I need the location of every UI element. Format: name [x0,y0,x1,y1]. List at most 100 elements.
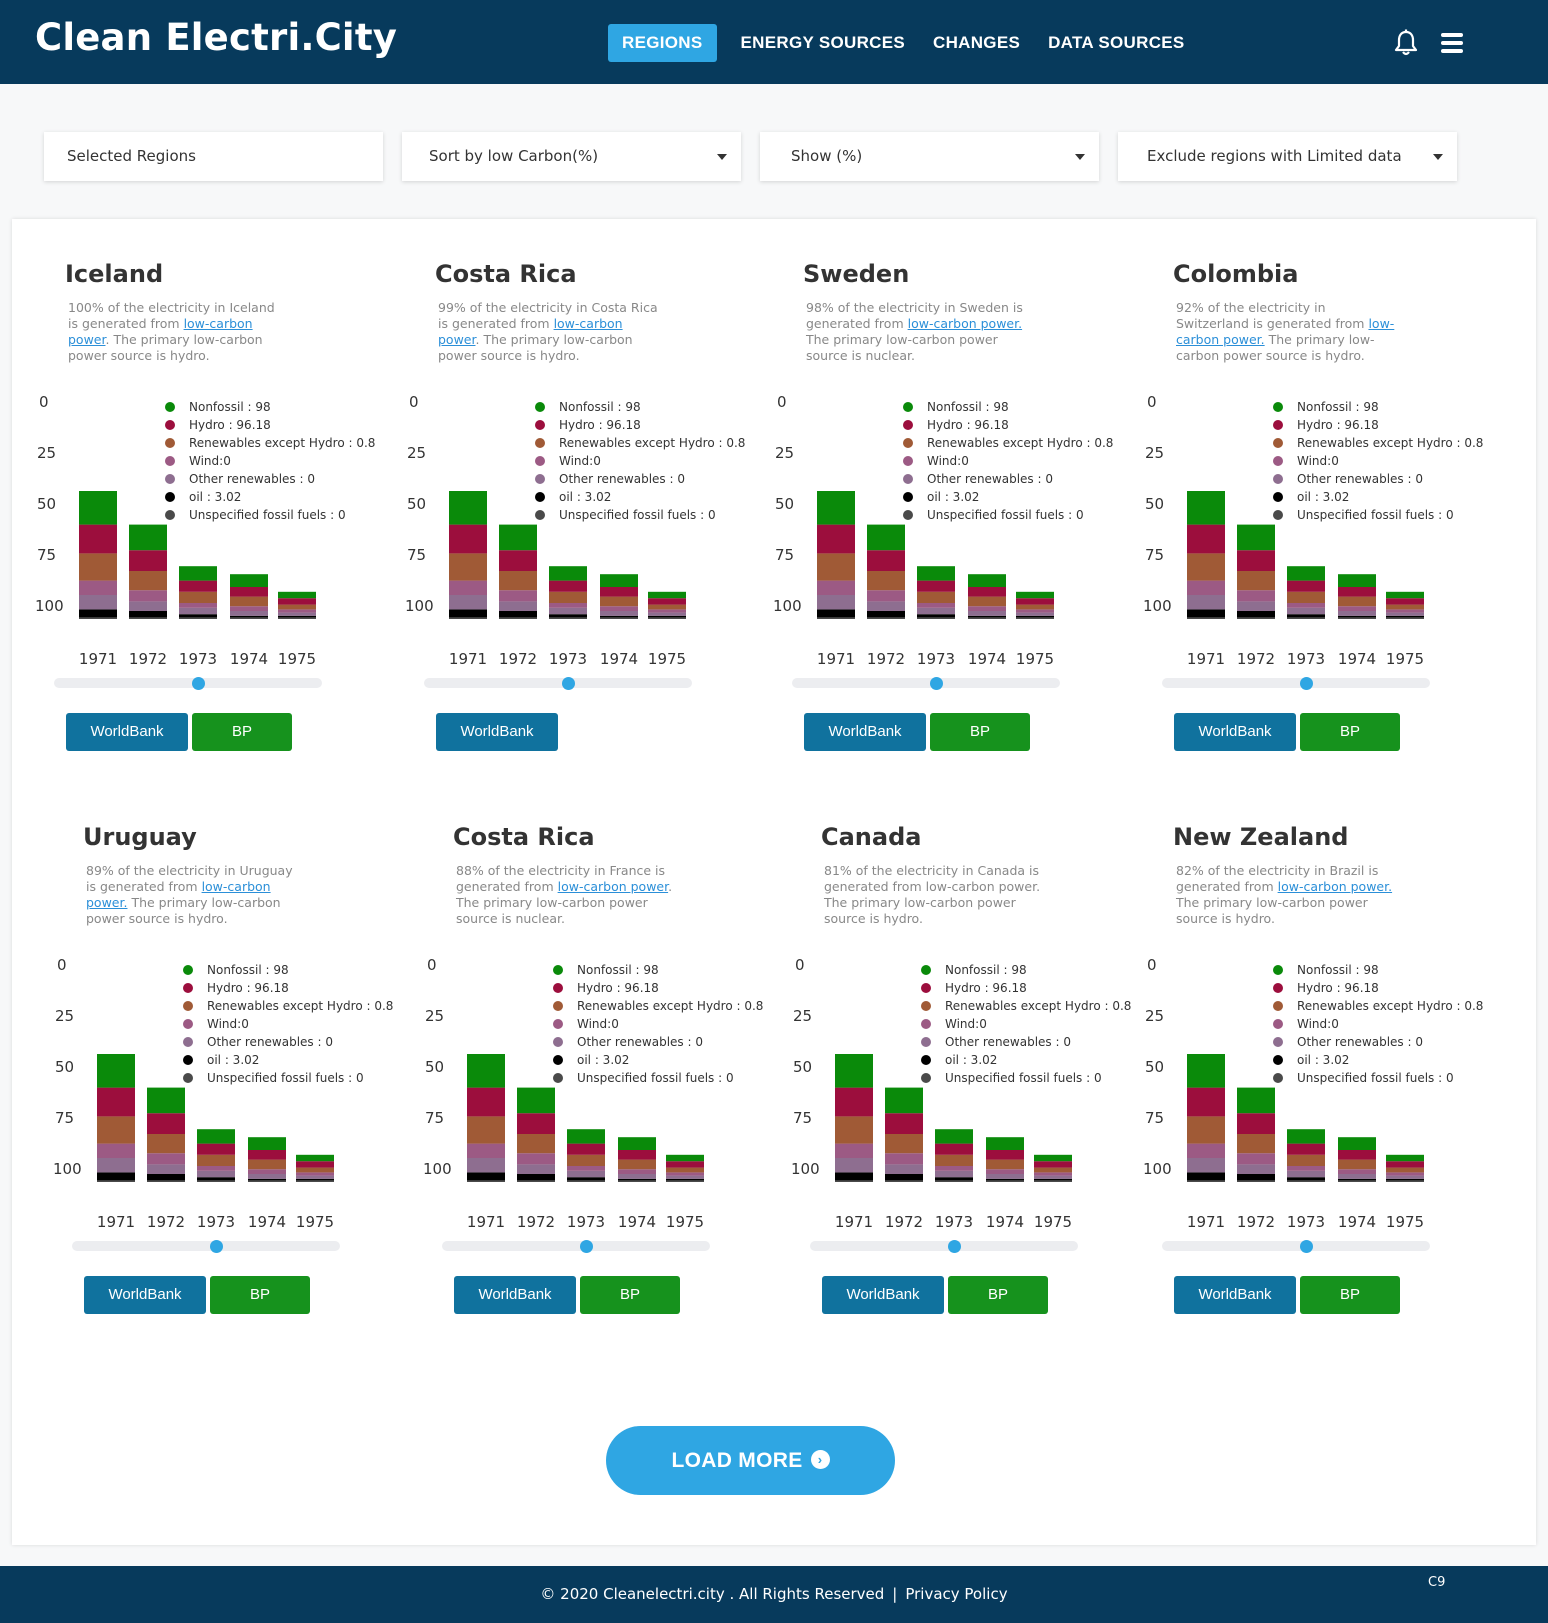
bar-segment [1187,1180,1225,1182]
year-slider[interactable] [810,1240,1078,1253]
y-tick-label: 100 [405,597,434,615]
worldbank-button[interactable]: WorldBank [1174,1276,1296,1314]
low-carbon-link[interactable]: low-carbon power [68,316,253,347]
legend-item: oil : 3.02 [535,488,745,506]
bar-segment [499,611,537,618]
worldbank-button[interactable]: WorldBank [1174,713,1296,751]
legend-item: Other renewables : 0 [165,470,375,488]
worldbank-button[interactable]: WorldBank [66,713,188,751]
y-tick-label: 75 [1145,546,1164,564]
bar-segment [1237,1180,1275,1182]
worldbank-button[interactable]: WorldBank [822,1276,944,1314]
hamburger-menu-icon[interactable] [1441,33,1463,53]
year-slider[interactable] [442,1240,710,1253]
bp-button[interactable]: BP [192,713,292,751]
nav-changes[interactable]: CHANGES [933,33,1021,52]
bar-segment [1386,1172,1424,1176]
bar-segment [1338,1178,1376,1181]
bar-segment [147,1153,185,1165]
bar-segment [867,571,905,591]
x-tick-label: 1971 [449,650,487,668]
description-text: 88% of the electricity in France is gene… [456,863,666,894]
worldbank-button[interactable]: WorldBank [436,713,558,751]
year-slider[interactable] [72,1240,340,1253]
chevron-down-icon [1075,154,1085,160]
year-slider[interactable] [1162,677,1430,690]
exclude-select[interactable]: Exclude regions with Limited data [1118,132,1457,181]
bp-button[interactable]: BP [948,1276,1048,1314]
bell-icon[interactable] [1393,29,1419,57]
show-select[interactable]: Show (%) [760,132,1099,181]
bar-segment [885,1174,923,1181]
legend-item: Wind:0 [921,1015,1131,1033]
site-logo[interactable]: Clean Electri.City [35,16,398,59]
legend-item: Nonfossil : 98 [535,398,745,416]
bar-segment [1338,611,1376,616]
bar-segment [179,617,217,619]
bar-segment [230,587,268,597]
low-carbon-link[interactable]: low-carbon power. [1277,879,1393,894]
bar-segment [618,1169,656,1174]
bar-segment [129,617,167,619]
slider-handle[interactable] [562,677,575,690]
legend-label: Unspecified fossil fuels : 0 [559,508,716,522]
legend-dot-icon [903,474,913,484]
bar-segment [1287,1177,1325,1181]
bar-segment [549,603,587,608]
legend-item: Renewables except Hydro : 0.8 [183,997,393,1015]
bp-button[interactable]: BP [1300,1276,1400,1314]
worldbank-button[interactable]: WorldBank [804,713,926,751]
bp-button[interactable]: BP [210,1276,310,1314]
legend-label: Hydro : 96.18 [1297,418,1379,432]
bar-segment [1287,603,1325,608]
bar-segment [1386,1175,1424,1179]
bar-segment [666,1178,704,1181]
low-carbon-link[interactable]: low-carbon power. [1176,316,1395,347]
low-carbon-link[interactable]: low-carbon power. [907,316,1023,331]
worldbank-button[interactable]: WorldBank [84,1276,206,1314]
y-tick-label: 75 [55,1109,74,1127]
legend-dot-icon [165,420,175,430]
bar-segment [97,1143,135,1158]
x-tick-label: 1973 [567,1213,605,1231]
bar-segment [129,524,167,551]
bar-segment [885,1164,923,1174]
bp-button[interactable]: BP [930,713,1030,751]
privacy-policy-link[interactable]: Privacy Policy [905,1585,1008,1603]
legend-dot-icon [903,492,913,502]
low-carbon-link[interactable]: low-carbon power. [86,879,271,910]
nav-energy-sources[interactable]: ENERGY SOURCES [740,33,905,52]
bar-segment [1287,591,1325,603]
bar-segment [129,571,167,591]
region-title: Uruguay [83,823,197,851]
load-more-button[interactable]: LOAD MORE › [606,1426,895,1495]
sort-select[interactable]: Sort by low Carbon(%) [402,132,741,181]
year-slider[interactable] [1162,1240,1430,1253]
year-slider[interactable] [792,677,1060,690]
slider-handle[interactable] [1300,1240,1313,1253]
year-slider[interactable] [424,677,692,690]
slider-handle[interactable] [210,1240,223,1253]
slider-handle[interactable] [192,677,205,690]
bp-button[interactable]: BP [1300,713,1400,751]
selected-regions-input[interactable]: Selected Regions [44,132,383,181]
slider-handle[interactable] [1300,677,1313,690]
region-description: 88% of the electricity in France is gene… [456,863,676,927]
legend-item: Other renewables : 0 [921,1033,1131,1051]
worldbank-button[interactable]: WorldBank [454,1276,576,1314]
slider-handle[interactable] [580,1240,593,1253]
bar-segment [648,609,686,613]
year-slider[interactable] [54,677,322,690]
low-carbon-link[interactable]: low-carbon power [438,316,623,347]
nav-regions[interactable]: REGIONS [608,24,717,62]
slider-handle[interactable] [948,1240,961,1253]
nav-data-sources[interactable]: DATA SOURCES [1048,33,1185,52]
slider-handle[interactable] [930,677,943,690]
bp-button[interactable]: BP [580,1276,680,1314]
energy-mix-chart: 0 25 50 75 100 1971 1972 1973 1974 1975 [1143,956,1424,1231]
low-carbon-link[interactable]: low-carbon power [557,879,669,894]
bar-segment [648,617,686,619]
bar-segment [1187,595,1225,610]
y-tick-label: 100 [773,597,802,615]
region-card: Uruguay 89% of the electricity in Uruguay… [53,823,443,1363]
